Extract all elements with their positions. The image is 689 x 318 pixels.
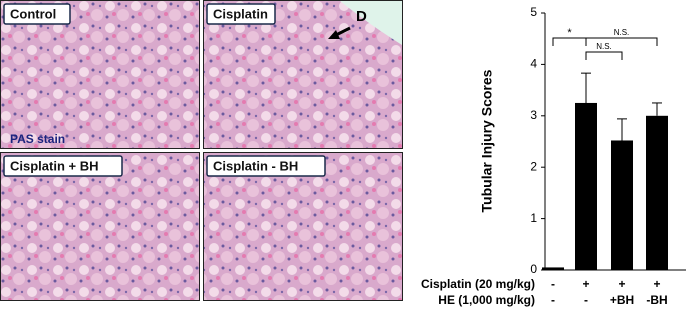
arrow-label: D xyxy=(356,8,367,25)
stain-label: PAS stain xyxy=(10,132,65,146)
panel-label: Cisplatin - BH xyxy=(213,158,298,173)
micrograph xyxy=(0,0,200,149)
image-panels: Control Cisplatin Cisplatin + BH Cisplatin … xyxy=(0,0,403,301)
panel-label-box xyxy=(3,3,71,25)
x-row-label: Cisplatin (20 mg/kg) xyxy=(421,277,535,291)
x-row-value: -BH xyxy=(646,293,667,307)
y-axis-label: Tubular Injury Scores xyxy=(479,69,495,212)
y-tick-label: 3 xyxy=(530,108,537,122)
significance-label: * xyxy=(567,27,572,39)
significance-bracket xyxy=(585,37,658,46)
micrograph xyxy=(0,152,200,301)
bar xyxy=(611,140,633,270)
bar-chart: 0 1 2 3 4 5 Tubular Injury Scores Cisplatin (20… xyxy=(421,5,686,307)
panel-label: Cisplatin xyxy=(213,6,268,21)
panel-label-box xyxy=(206,3,276,25)
panel-label-box xyxy=(206,155,326,177)
arrow-head xyxy=(328,30,340,39)
bar xyxy=(646,115,668,270)
x-row-value: + xyxy=(653,277,660,291)
significance-bracket xyxy=(552,37,587,46)
panel-label-box xyxy=(3,155,123,177)
y-tick-label: 0 xyxy=(530,262,537,276)
x-row-value: - xyxy=(584,293,588,307)
significance-bracket xyxy=(585,51,623,60)
x-row-value: + xyxy=(582,277,589,291)
significance-label: N.S. xyxy=(596,42,612,51)
y-tick-label: 4 xyxy=(530,57,537,71)
y-tick-label: 1 xyxy=(530,211,537,225)
corner-bg xyxy=(340,1,402,45)
micrograph xyxy=(203,152,403,301)
x-row-value: - xyxy=(551,277,555,291)
y-tick-label: 5 xyxy=(530,5,537,19)
micrograph xyxy=(203,0,403,149)
x-row-value: +BH xyxy=(610,293,634,307)
bar xyxy=(575,102,597,270)
bar xyxy=(542,267,564,270)
panel-label: Control xyxy=(10,6,56,21)
x-row-value: - xyxy=(551,293,555,307)
x-row-label: HE (1,000 mg/kg) xyxy=(438,293,535,307)
y-tick-label: 2 xyxy=(530,159,537,173)
panel-label: Cisplatin + BH xyxy=(10,158,99,173)
significance-label: N.S. xyxy=(614,28,630,37)
x-row-value: + xyxy=(618,277,625,291)
